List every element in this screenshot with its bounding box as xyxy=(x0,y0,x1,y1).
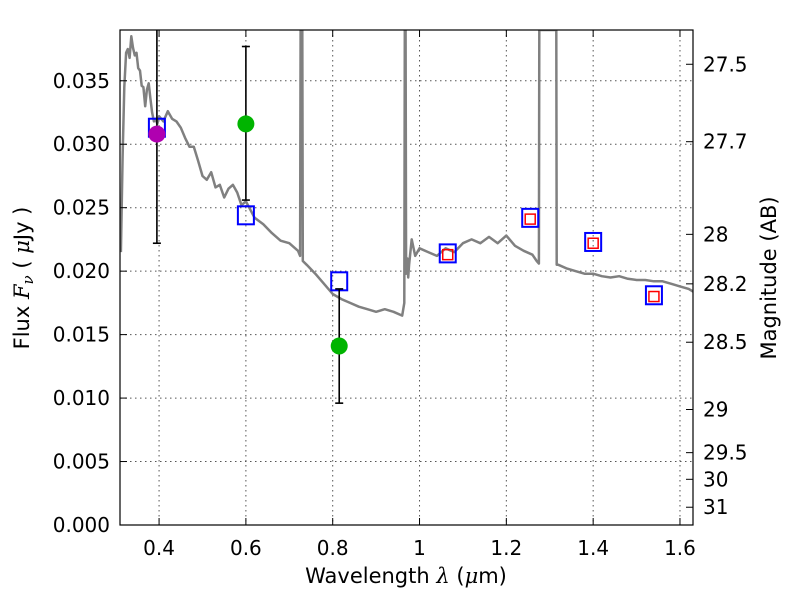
small-photometry-square xyxy=(587,237,599,249)
y-tick-label: 0.015 xyxy=(53,323,110,347)
plot-area xyxy=(120,30,693,404)
x-tick-label: 0.6 xyxy=(230,536,262,560)
y-tick-label: 0.025 xyxy=(53,196,110,220)
axes: 0.4 0.6 0.8 1 1.2 1.4 1.6 0.000 0.005 0.010 0.015 0… xyxy=(53,30,748,560)
y2-tick-label: 28.2 xyxy=(703,272,748,296)
y-tick-label: 0.035 xyxy=(53,69,110,93)
y2-tick-label: 29.5 xyxy=(703,441,748,465)
spectrum-line xyxy=(120,30,693,317)
small-photometry-square xyxy=(648,290,660,303)
y2-tick-label: 27.7 xyxy=(703,130,748,154)
y2-tick-label: 31 xyxy=(703,495,728,519)
detection-point xyxy=(330,337,348,355)
y2-axis-title: Magnitude (AB) xyxy=(757,196,781,359)
x-tick-label: 1 xyxy=(413,536,426,560)
x-tick-label: 0.8 xyxy=(317,536,349,560)
x-tick-label: 1.6 xyxy=(664,536,696,560)
plot-frame xyxy=(119,29,694,526)
x-tick-label: 1.2 xyxy=(490,536,522,560)
small-photometry-square xyxy=(524,213,536,225)
y2-tick-label: 28.5 xyxy=(703,330,748,354)
y-tick-label: 0.020 xyxy=(53,259,110,283)
x-axis-title: Wavelength λ (μm) xyxy=(305,564,507,588)
model-photometry-square xyxy=(584,231,603,252)
detection-point xyxy=(148,125,166,143)
model-photometry-square xyxy=(330,271,349,292)
y-tick-label: 0.030 xyxy=(53,132,110,156)
detection-point xyxy=(237,115,255,133)
y2-tick-label: 30 xyxy=(703,467,728,491)
y2-tick-label: 27.5 xyxy=(703,52,748,76)
y-tick-label: 0.005 xyxy=(53,450,110,474)
y2-tick-label: 29 xyxy=(703,398,728,422)
model-photometry-square xyxy=(438,243,457,264)
y-axis-title: Flux Fν ( μJy ) xyxy=(10,207,37,350)
x-tick-label: 1.4 xyxy=(577,536,609,560)
model-photometry-square xyxy=(521,207,540,228)
y-tick-label: 0.000 xyxy=(53,513,110,537)
model-photometry-square xyxy=(236,205,255,226)
small-photometry-square xyxy=(441,248,454,261)
y-tick-label: 0.010 xyxy=(53,386,110,410)
y2-tick-label: 28 xyxy=(703,222,728,246)
x-tick-label: 0.4 xyxy=(143,536,175,560)
model-photometry-square xyxy=(644,285,663,306)
